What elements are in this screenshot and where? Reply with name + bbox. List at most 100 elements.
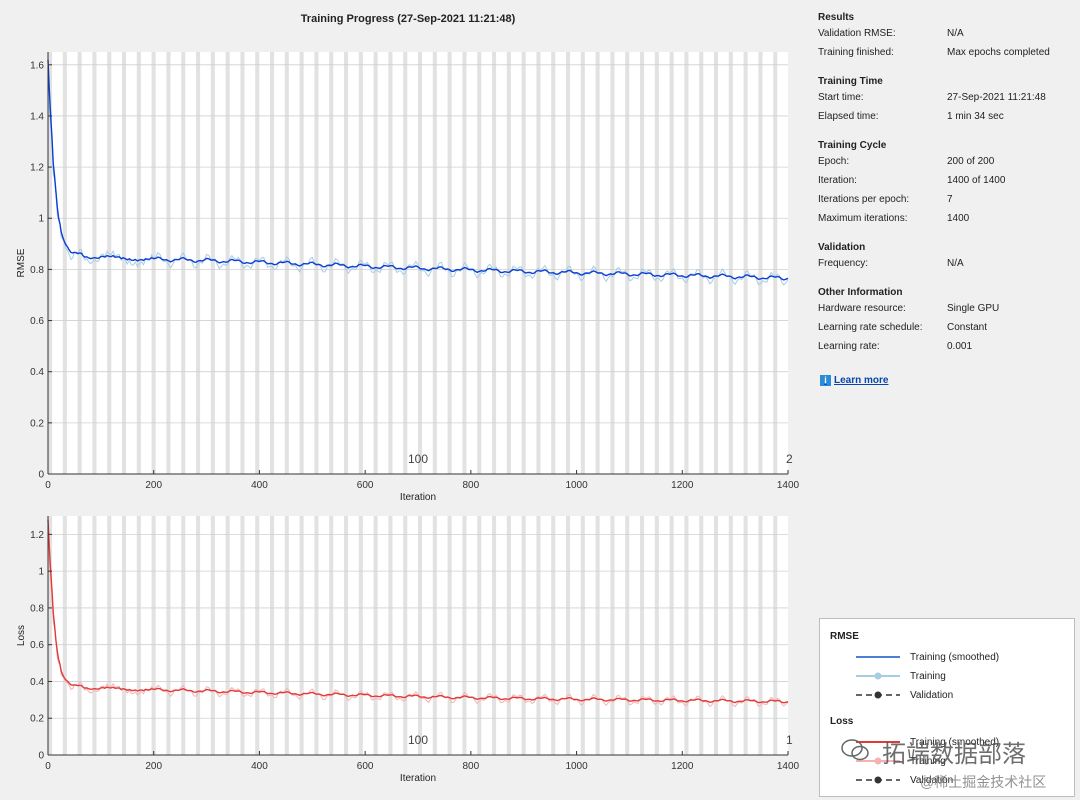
info-value: 27-Sep-2021 11:21:48 [947, 92, 1046, 103]
x-tick-label: 0 [45, 761, 51, 772]
epoch-band [255, 516, 260, 755]
legend-label: Training [910, 755, 946, 767]
learn-more-link[interactable]: i Learn more [820, 375, 888, 386]
epoch-band [418, 52, 423, 474]
epoch-band [477, 52, 482, 474]
training-smoothed-line [47, 59, 789, 281]
epoch-band [506, 52, 511, 474]
info-key: Elapsed time: [818, 111, 879, 122]
x-tick-label: 800 [463, 480, 480, 491]
epoch-band [551, 52, 556, 474]
epoch-band [314, 516, 319, 755]
info-key: Hardware resource: [818, 303, 906, 314]
dashed-marker-swatch-icon [856, 691, 900, 699]
info-icon: i [820, 375, 831, 386]
epoch-band [477, 516, 482, 755]
epoch-band [344, 52, 349, 474]
epoch-band [699, 516, 704, 755]
epoch-band [77, 516, 82, 755]
x-tick-label: 200 [145, 480, 162, 491]
epoch-band [329, 516, 334, 755]
epoch-band [136, 516, 141, 755]
y-tick-label: 0.8 [30, 265, 44, 276]
y-tick-label: 0.6 [30, 640, 44, 651]
line-marker-swatch-icon [856, 757, 900, 765]
epoch-band [492, 52, 497, 474]
info-value: 1400 of 1400 [947, 175, 1006, 186]
legend-label: Training [910, 670, 946, 682]
epoch-band [714, 516, 719, 755]
epoch-band [669, 52, 674, 474]
epoch-band [566, 52, 571, 474]
epoch-band [610, 52, 615, 474]
legend-loss-validation: Validation [854, 773, 953, 787]
y-axis-label: RMSE [16, 248, 27, 277]
chart-title: Training Progress (27-Sep-2021 11:21:48) [300, 13, 516, 25]
y-tick-label: 0.6 [30, 316, 44, 327]
info-row: Training finished: Max epochs completed [818, 47, 1050, 66]
legend-label: Validation [910, 774, 954, 786]
epoch-band [62, 516, 67, 755]
epoch-band [699, 52, 704, 474]
info-section-title: Training Time [818, 76, 883, 87]
epoch-band [640, 52, 645, 474]
info-row: Epoch: 200 of 200 [818, 156, 1050, 175]
epoch-band [166, 52, 171, 474]
epoch-band [595, 52, 600, 474]
epoch-band [240, 516, 245, 755]
info-value: 0.001 [947, 341, 973, 352]
info-section-title: Validation [818, 242, 866, 253]
y-tick-label: 0.4 [30, 367, 44, 378]
y-tick-label: 0.2 [30, 714, 44, 725]
info-row: Frequency: N/A [818, 258, 1050, 277]
info-row: Learning rate: 0.001 [818, 341, 1050, 360]
y-tick-label: 0 [38, 470, 44, 481]
epoch-band [758, 516, 763, 755]
epoch-band [403, 516, 408, 755]
y-tick-label: 1.2 [30, 163, 44, 174]
epoch-band [536, 516, 541, 755]
epoch-band [595, 516, 600, 755]
epoch-band [625, 52, 630, 474]
epoch-band [77, 52, 82, 474]
epoch-band [210, 52, 215, 474]
info-key: Training finished: [818, 47, 894, 58]
info-key: Iteration: [818, 175, 857, 186]
epoch-band [551, 516, 556, 755]
epoch-band [373, 516, 378, 755]
info-value: Single GPU [947, 303, 1000, 314]
epoch-band [48, 516, 53, 755]
info-section-title: Other Information [818, 287, 903, 298]
epoch-band [314, 52, 319, 474]
info-key: Start time: [818, 92, 864, 103]
epoch-label: 1 [786, 733, 793, 747]
info-value: 7 [947, 194, 953, 205]
epoch-band [107, 52, 112, 474]
epoch-band [358, 52, 363, 474]
epoch-band [122, 516, 127, 755]
y-tick-label: 1.2 [30, 530, 44, 541]
epoch-band [255, 52, 260, 474]
legend-loss-title: Loss [830, 716, 854, 727]
epoch-band [536, 52, 541, 474]
x-tick-label: 400 [251, 761, 268, 772]
epoch-band [388, 516, 393, 755]
epoch-band [403, 52, 408, 474]
x-tick-label: 1000 [565, 761, 588, 772]
info-key: Learning rate: [818, 341, 880, 352]
info-key: Learning rate schedule: [818, 322, 923, 333]
x-axis-label: Iteration [400, 492, 436, 503]
epoch-band [684, 52, 689, 474]
legend-rmse-validation: Validation [854, 688, 953, 702]
epoch-band [684, 516, 689, 755]
legend-loss-smoothed: Training (smoothed) [854, 735, 999, 749]
epoch-band [669, 516, 674, 755]
epoch-band [225, 516, 230, 755]
epoch-band [758, 52, 763, 474]
y-tick-label: 0.8 [30, 603, 44, 614]
x-tick-label: 600 [357, 761, 374, 772]
loss-chart: 0 0.2 0.4 0.6 0.8 1 1.2 0 200 400 600 800 1000 1200 14… [16, 516, 800, 784]
y-tick-label: 1.6 [30, 60, 44, 71]
epoch-band [580, 516, 585, 755]
epoch-band [418, 516, 423, 755]
